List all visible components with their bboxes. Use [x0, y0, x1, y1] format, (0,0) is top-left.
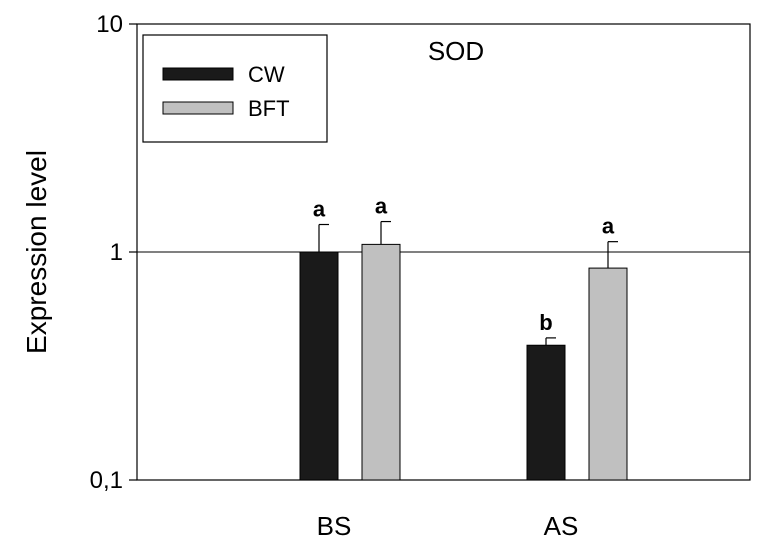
significance-label: a [313, 197, 326, 222]
legend-box [143, 35, 327, 142]
bar [300, 252, 338, 480]
legend-swatch [163, 102, 233, 114]
bar [362, 244, 400, 480]
x-axis-category-labels: BS AS [317, 511, 579, 541]
bar [589, 268, 627, 480]
bars-group: a b a a [300, 194, 627, 480]
legend-label: CW [248, 62, 285, 87]
x-category-label: BS [317, 511, 352, 541]
y-axis-ticks: 0,1 1 10 [90, 11, 137, 494]
x-category-label: AS [544, 511, 579, 541]
y-tick-label: 0,1 [90, 467, 123, 494]
bar [527, 345, 565, 480]
legend-label: BFT [248, 96, 290, 121]
significance-label: a [375, 194, 388, 219]
significance-label: a [602, 214, 615, 239]
y-tick-label: 1 [110, 239, 123, 266]
significance-label: b [539, 310, 552, 335]
legend-swatch [163, 68, 233, 80]
legend: CW BFT [143, 35, 327, 142]
y-axis-title: Expression level [21, 150, 52, 354]
chart-title: SOD [428, 36, 484, 66]
y-tick-label: 10 [96, 11, 123, 38]
